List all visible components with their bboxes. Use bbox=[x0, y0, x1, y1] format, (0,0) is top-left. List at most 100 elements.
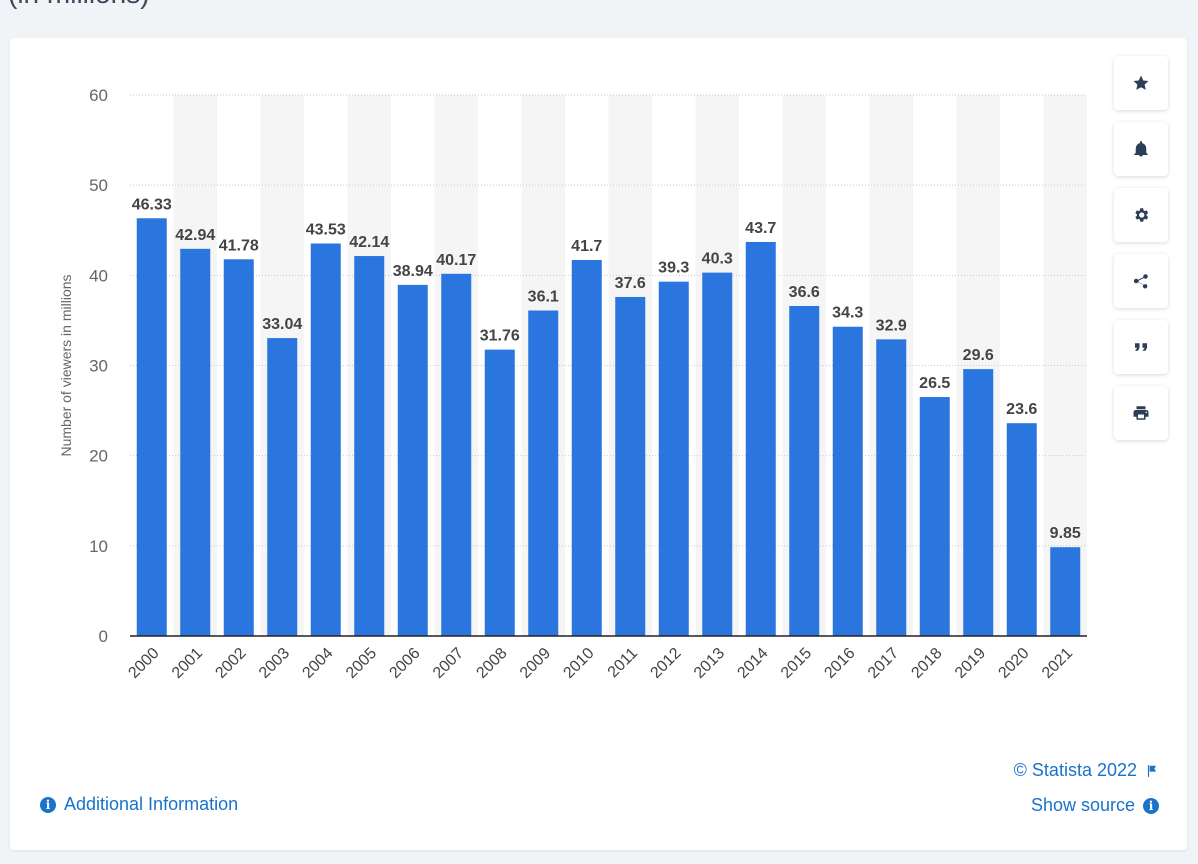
y-tick-label: 60 bbox=[89, 86, 108, 105]
data-label: 46.33 bbox=[132, 196, 172, 213]
bar-2012[interactable] bbox=[658, 281, 689, 636]
bar-2003[interactable] bbox=[267, 338, 298, 636]
y-axis-title: Number of viewers in millions bbox=[58, 274, 74, 456]
favorite-button[interactable] bbox=[1114, 56, 1168, 110]
show-source-link[interactable]: Show source i bbox=[1031, 795, 1159, 816]
bar-2019[interactable] bbox=[963, 369, 994, 636]
bar-2013[interactable] bbox=[702, 272, 733, 636]
bar-2007[interactable] bbox=[441, 273, 472, 636]
print-button[interactable] bbox=[1114, 386, 1168, 440]
settings-button[interactable] bbox=[1114, 188, 1168, 242]
x-tick-label: 2017 bbox=[865, 645, 902, 682]
bar-2004[interactable] bbox=[310, 243, 341, 636]
data-label: 9.85 bbox=[1050, 525, 1081, 542]
data-label: 38.94 bbox=[393, 263, 433, 280]
x-tick-label: 2014 bbox=[734, 645, 771, 682]
print-icon bbox=[1133, 406, 1149, 420]
data-label: 29.6 bbox=[963, 347, 994, 364]
x-tick-label: 2020 bbox=[995, 645, 1032, 682]
bar-2015[interactable] bbox=[789, 305, 820, 636]
data-label: 36.6 bbox=[789, 284, 820, 301]
x-tick-label: 2016 bbox=[821, 645, 858, 682]
x-tick-label: 2010 bbox=[560, 645, 597, 682]
share-icon bbox=[1133, 274, 1148, 289]
x-tick-label: 2021 bbox=[1039, 645, 1076, 682]
notification-button[interactable] bbox=[1114, 122, 1168, 176]
x-tick-label: 2019 bbox=[952, 645, 989, 682]
data-label: 36.1 bbox=[528, 288, 559, 305]
y-tick-label: 20 bbox=[89, 447, 108, 466]
x-tick-label: 2018 bbox=[908, 645, 945, 682]
x-tick-label: 2005 bbox=[343, 645, 380, 682]
x-tick-label: 2007 bbox=[430, 645, 467, 682]
star-icon bbox=[1133, 75, 1149, 90]
bar-2006[interactable] bbox=[397, 284, 428, 636]
data-label: 40.17 bbox=[436, 252, 476, 269]
bar-2011[interactable] bbox=[615, 296, 646, 636]
bell-icon bbox=[1134, 141, 1148, 157]
bar-2014[interactable] bbox=[745, 241, 776, 636]
bar-2002[interactable] bbox=[223, 259, 254, 636]
additional-information-label: Additional Information bbox=[64, 794, 239, 814]
x-tick-label: 2002 bbox=[212, 645, 249, 682]
data-label: 40.3 bbox=[702, 251, 733, 268]
bar-2021[interactable] bbox=[1050, 547, 1081, 636]
x-tick-label: 2006 bbox=[386, 645, 423, 682]
page-title: (in millions) bbox=[8, 0, 150, 10]
quote-icon bbox=[1135, 343, 1147, 351]
bar-2020[interactable] bbox=[1006, 423, 1037, 636]
bar-2010[interactable] bbox=[571, 260, 602, 636]
y-tick-label: 30 bbox=[89, 357, 108, 376]
data-label: 31.76 bbox=[480, 328, 520, 345]
bar-2001[interactable] bbox=[180, 248, 211, 636]
statista-credit[interactable]: © Statista 2022 bbox=[1014, 760, 1159, 781]
data-label: 43.53 bbox=[306, 222, 346, 239]
data-label: 33.04 bbox=[262, 316, 302, 333]
info-icon: i bbox=[40, 796, 56, 813]
bar-2017[interactable] bbox=[876, 339, 907, 636]
x-tick-label: 2001 bbox=[169, 645, 206, 682]
cite-button[interactable] bbox=[1114, 320, 1168, 374]
data-label: 42.14 bbox=[349, 234, 389, 251]
data-label: 32.9 bbox=[876, 317, 907, 334]
x-tick-label: 2008 bbox=[473, 645, 510, 682]
data-label: 34.3 bbox=[832, 305, 863, 322]
x-tick-label: 2000 bbox=[125, 645, 162, 682]
y-tick-label: 0 bbox=[99, 627, 108, 646]
y-tick-label: 40 bbox=[89, 266, 108, 285]
bar-2005[interactable] bbox=[354, 256, 385, 636]
x-tick-label: 2011 bbox=[605, 645, 641, 681]
column-stripe bbox=[1043, 95, 1087, 636]
flag-icon bbox=[1145, 764, 1159, 778]
share-button[interactable] bbox=[1114, 254, 1168, 308]
x-tick-label: 2004 bbox=[299, 645, 336, 682]
chart-toolbar bbox=[1114, 56, 1168, 440]
x-tick-label: 2015 bbox=[778, 645, 815, 682]
x-tick-label: 2012 bbox=[647, 645, 684, 682]
data-label: 43.7 bbox=[745, 220, 776, 237]
y-tick-label: 10 bbox=[89, 537, 108, 556]
data-label: 26.5 bbox=[919, 375, 950, 392]
x-tick-label: 2003 bbox=[256, 645, 293, 682]
credit-text: © Statista 2022 bbox=[1013, 760, 1137, 780]
x-tick-label: 2013 bbox=[691, 645, 728, 682]
chart-card: 0 10 20 30 40 50 60 Number of viewers in millio… bbox=[10, 38, 1187, 850]
data-label: 42.94 bbox=[175, 227, 215, 244]
data-label: 41.78 bbox=[219, 237, 259, 254]
gear-icon bbox=[1135, 208, 1149, 222]
data-label: 39.3 bbox=[658, 260, 689, 277]
bar-2016[interactable] bbox=[832, 326, 863, 636]
y-tick-label: 50 bbox=[89, 176, 108, 195]
data-label: 37.6 bbox=[615, 275, 646, 292]
bar-chart: 0 10 20 30 40 50 60 Number of viewers in millio… bbox=[58, 86, 1087, 682]
bar-2000[interactable] bbox=[136, 218, 167, 637]
data-label: 41.7 bbox=[571, 238, 602, 255]
x-tick-label: 2009 bbox=[517, 645, 554, 682]
bar-2008[interactable] bbox=[484, 349, 515, 636]
additional-information-link[interactable]: i Additional Information bbox=[40, 794, 238, 815]
bar-2018[interactable] bbox=[919, 397, 950, 636]
show-source-label: Show source bbox=[1030, 795, 1135, 815]
bar-2009[interactable] bbox=[528, 310, 559, 636]
data-label: 23.6 bbox=[1006, 401, 1037, 418]
info-icon: i bbox=[1143, 797, 1159, 814]
